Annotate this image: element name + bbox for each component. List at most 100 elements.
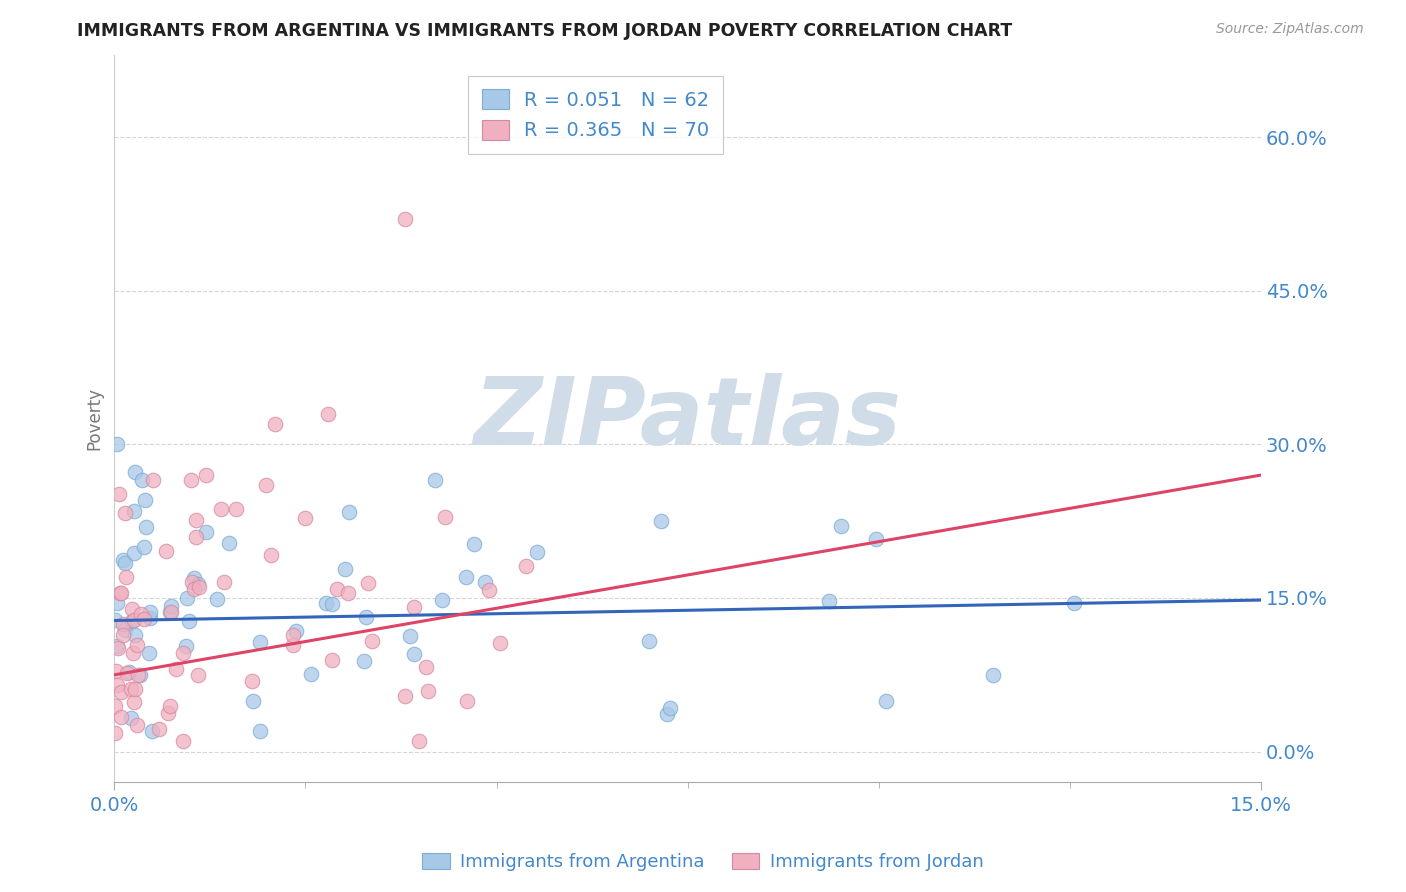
Point [983, 668, 1005, 682]
Point [638, 634, 661, 648]
Point [129, 607, 152, 621]
Point [120, 681, 142, 696]
Point [179, 614, 201, 628]
Point [398, 630, 420, 644]
Point [134, 493, 156, 508]
Point [463, 537, 485, 551]
Point [107, 641, 129, 656]
Point [353, 654, 375, 668]
Point [172, 734, 194, 748]
Point [127, 717, 149, 731]
Point [110, 685, 132, 699]
Point [122, 613, 145, 627]
Point [404, 647, 426, 661]
Point [658, 701, 681, 715]
Point [425, 473, 447, 487]
Point [242, 673, 264, 688]
Point [404, 599, 426, 614]
Point [318, 407, 340, 421]
Point [180, 473, 202, 487]
Point [865, 533, 887, 547]
Point [321, 653, 343, 667]
Point [361, 634, 384, 648]
Point [129, 668, 152, 682]
Point [118, 665, 141, 679]
Point [114, 557, 136, 571]
Point [249, 635, 271, 649]
Point [326, 582, 349, 597]
Point [111, 553, 134, 567]
Point [142, 473, 165, 487]
Point [104, 665, 127, 679]
Point [110, 586, 132, 600]
Point [489, 636, 512, 650]
Point [104, 699, 127, 714]
Point [132, 612, 155, 626]
Point [187, 580, 209, 594]
Point [159, 699, 181, 714]
Point [875, 694, 897, 708]
Point [478, 583, 501, 598]
Point [281, 638, 304, 652]
Point [186, 513, 208, 527]
Point [415, 660, 437, 674]
Point [121, 614, 143, 628]
Point [105, 596, 128, 610]
Point [209, 501, 232, 516]
Point [134, 540, 156, 554]
Point [650, 514, 672, 528]
Point [122, 646, 145, 660]
Point [187, 667, 209, 681]
Point [256, 477, 278, 491]
Point [299, 666, 322, 681]
Point [108, 486, 131, 500]
Point [176, 591, 198, 605]
Point [195, 468, 218, 483]
Point [454, 570, 477, 584]
Point [157, 706, 180, 721]
Point [183, 582, 205, 596]
Point [114, 623, 136, 637]
Point [124, 466, 146, 480]
Point [187, 577, 209, 591]
Point [315, 597, 337, 611]
Point [264, 417, 287, 431]
Point [333, 562, 356, 576]
Point [336, 585, 359, 599]
Point [394, 689, 416, 703]
Point [115, 570, 138, 584]
Y-axis label: Poverty: Poverty [86, 387, 103, 450]
Point [526, 544, 548, 558]
Point [515, 559, 537, 574]
Point [159, 605, 181, 619]
Point [174, 639, 197, 653]
Point [110, 586, 132, 600]
Point [218, 535, 240, 549]
Point [122, 546, 145, 560]
Point [205, 592, 228, 607]
Point [138, 646, 160, 660]
Point [165, 662, 187, 676]
Point [121, 602, 143, 616]
Point [135, 520, 157, 534]
Point [394, 212, 416, 227]
Point [114, 506, 136, 520]
Point [127, 638, 149, 652]
Legend: Immigrants from Argentina, Immigrants from Jordan: Immigrants from Argentina, Immigrants fr… [415, 846, 991, 879]
Point [138, 611, 160, 625]
Point [111, 617, 134, 632]
Point [281, 628, 304, 642]
Point [242, 694, 264, 708]
Point [110, 710, 132, 724]
Point [122, 504, 145, 518]
Point [160, 599, 183, 614]
Point [104, 613, 127, 627]
Point [180, 575, 202, 590]
Point [160, 605, 183, 619]
Text: IMMIGRANTS FROM ARGENTINA VS IMMIGRANTS FROM JORDAN POVERTY CORRELATION CHART: IMMIGRANTS FROM ARGENTINA VS IMMIGRANTS … [77, 22, 1012, 40]
Point [115, 666, 138, 681]
Point [418, 684, 440, 698]
Point [356, 610, 378, 624]
Point [225, 501, 247, 516]
Point [1063, 596, 1085, 610]
